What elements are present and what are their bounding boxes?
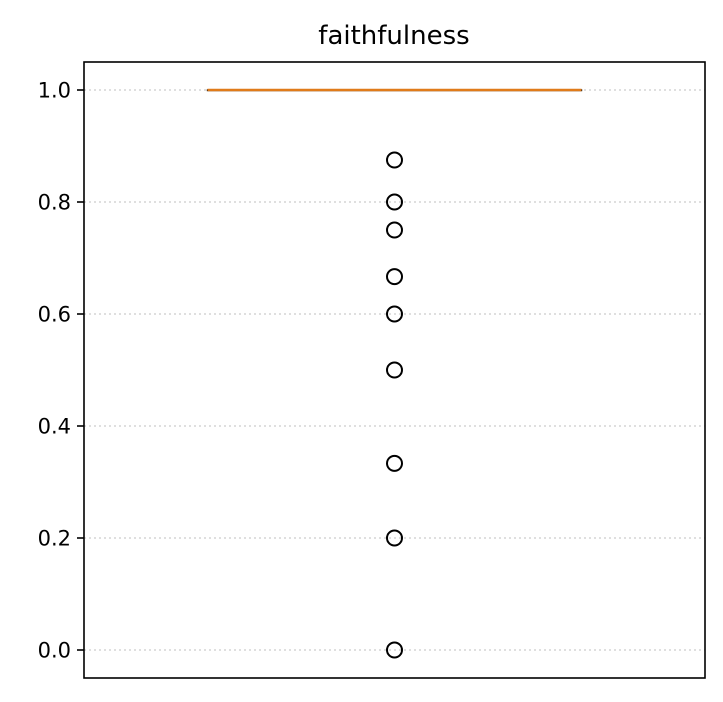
outlier-point (386, 529, 403, 547)
chart-title: faithfulness (318, 21, 469, 51)
grid-lines (84, 89, 705, 651)
outlier-point (386, 454, 403, 472)
y-tick-label: 0.8 (38, 191, 71, 215)
y-tick-label: 0.6 (38, 303, 71, 327)
y-tick-label: 0.2 (38, 527, 71, 551)
outlier-point (386, 305, 403, 323)
y-tick-label: 0.0 (38, 639, 71, 663)
outlier-point (386, 151, 403, 169)
outlier-point (386, 361, 403, 379)
outlier-point (386, 641, 403, 659)
plot-frame (83, 61, 706, 679)
y-tick-label: 1.0 (38, 79, 71, 103)
outlier-point (386, 193, 403, 211)
y-axis: 0.0 0.2 0.4 0.6 0.8 1.0 (38, 79, 84, 663)
outlier-point (386, 268, 403, 286)
box-plot (206, 88, 583, 92)
outlier-point (386, 221, 403, 239)
y-tick-label: 0.4 (38, 415, 71, 439)
outlier-points (386, 151, 403, 659)
